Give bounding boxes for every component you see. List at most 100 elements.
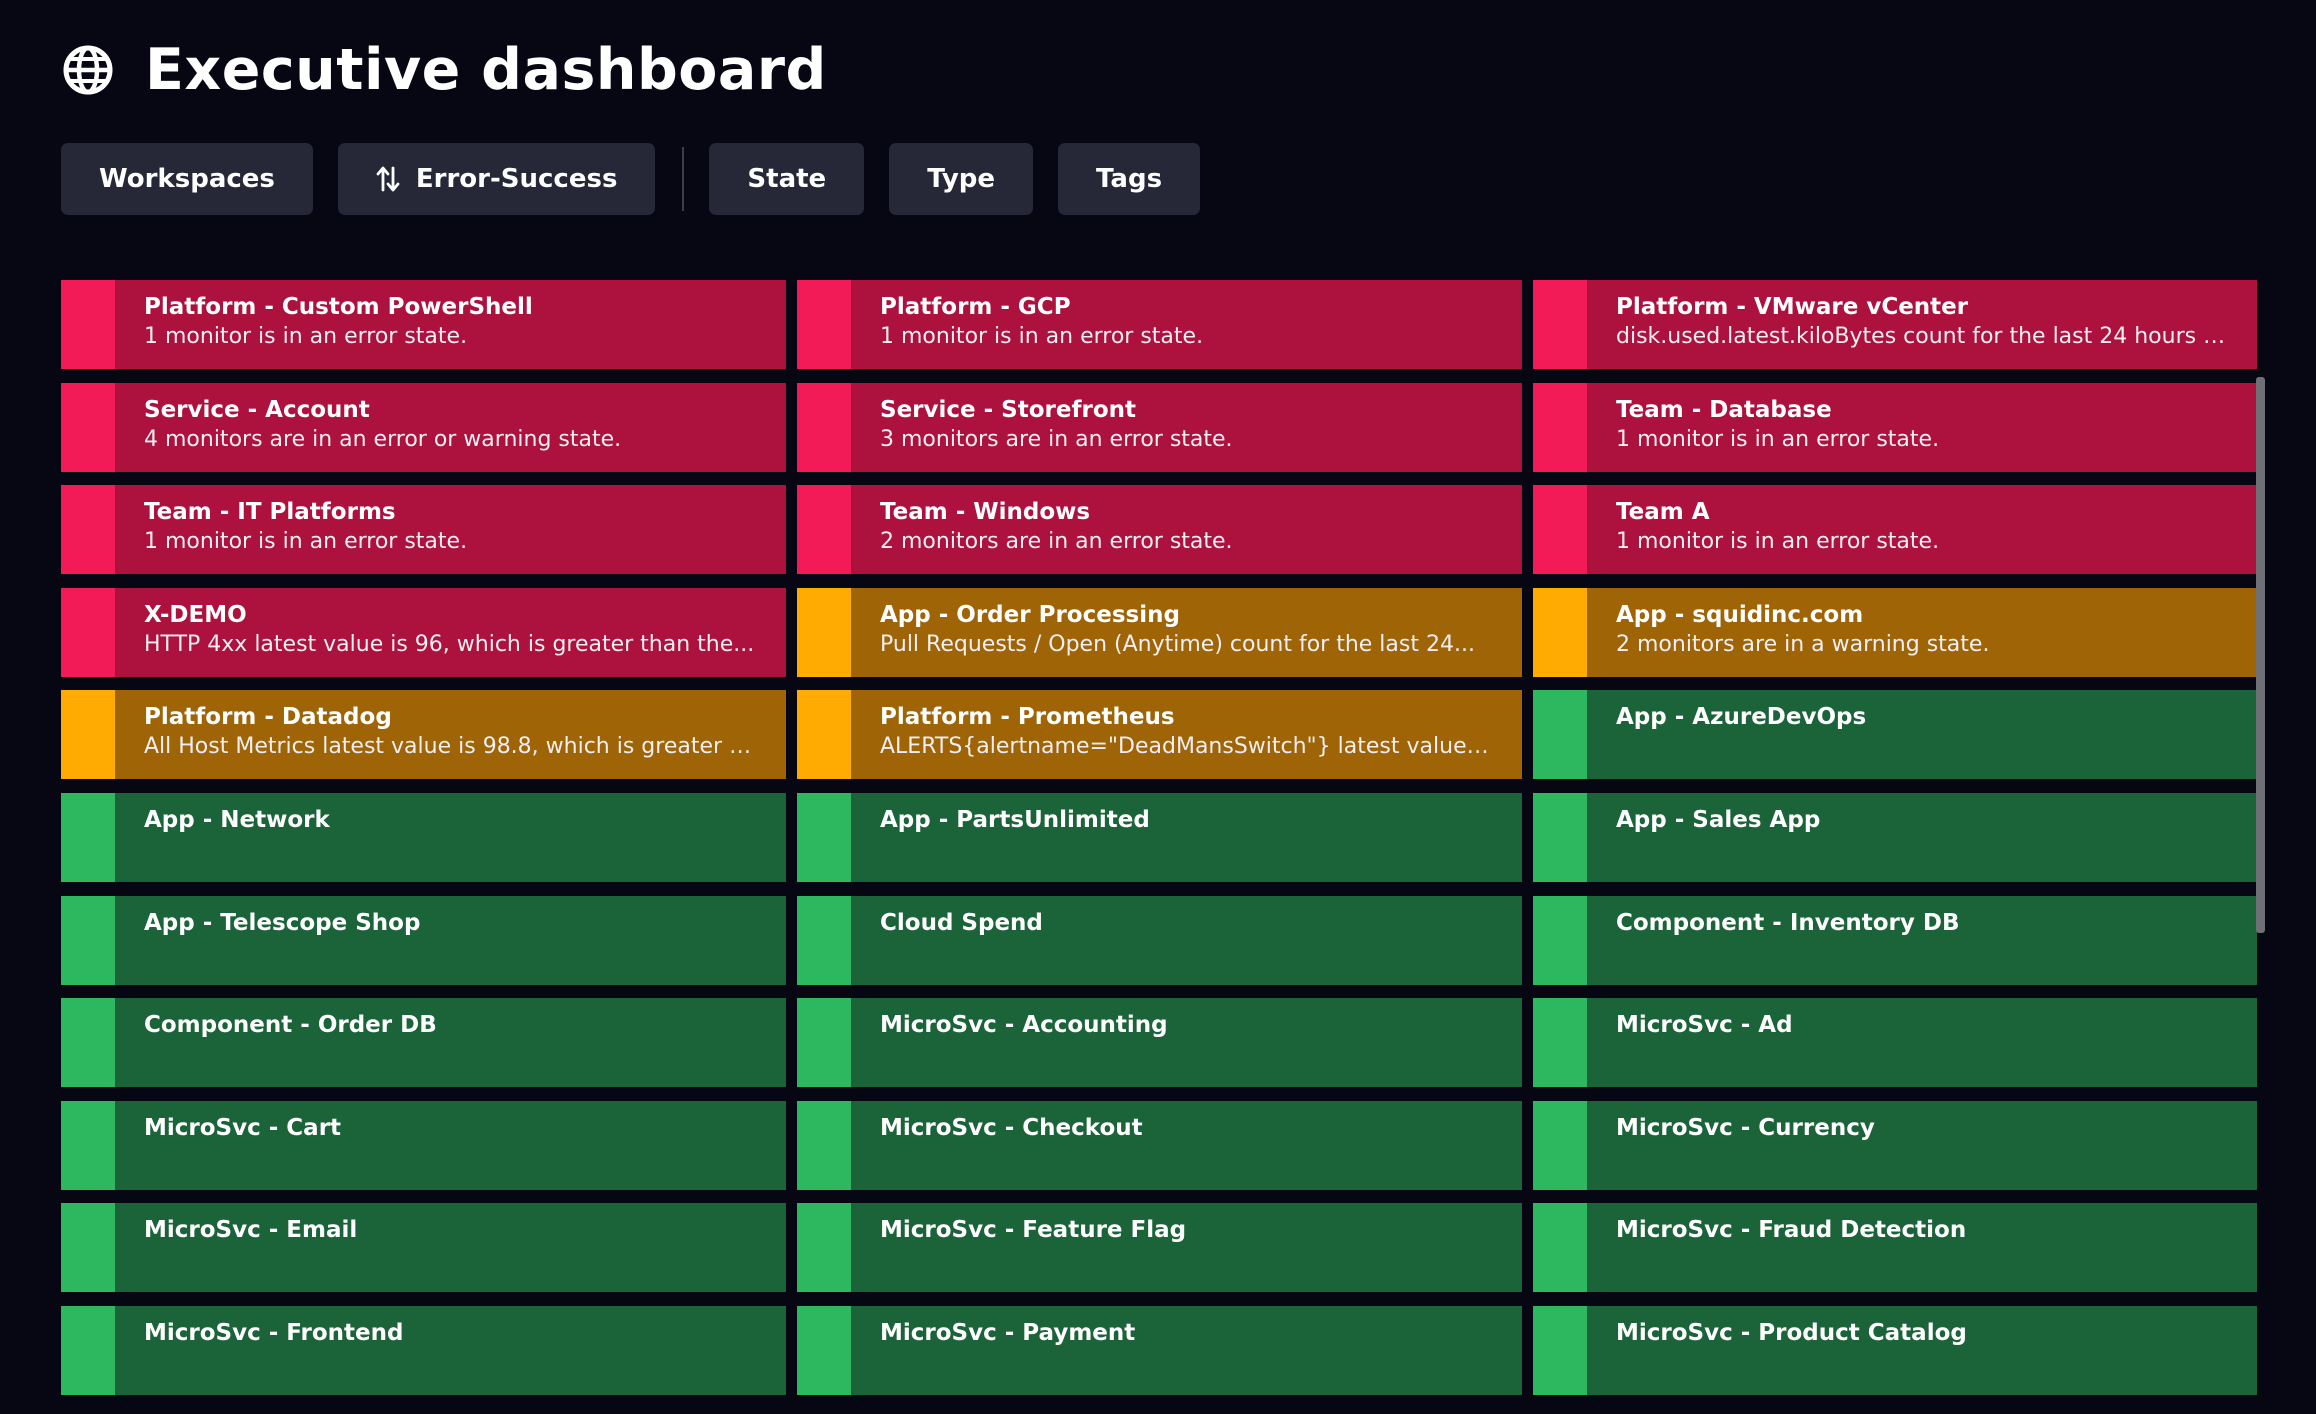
tile-content: App - PartsUnlimited: [880, 805, 1492, 835]
status-tile[interactable]: MicroSvc - Ad: [1533, 998, 2257, 1088]
status-indicator-bar: [797, 382, 851, 472]
tile-content: X-DEMO HTTP 4xx latest value is 96, which…: [144, 600, 756, 660]
status-indicator-bar: [1533, 1203, 1587, 1293]
tile-content: Platform - VMware vCenter disk.used.lates…: [1616, 292, 2227, 352]
tile-name: MicroSvc - Frontend: [144, 1319, 404, 1346]
status-indicator-bar: [61, 1305, 115, 1395]
status-indicator-bar: [1533, 792, 1587, 882]
status-tile[interactable]: MicroSvc - Checkout: [797, 1100, 1522, 1190]
tile-name: Platform - Datadog: [144, 704, 392, 731]
status-indicator-bar: [797, 792, 851, 882]
tile-name: Component - Inventory DB: [1616, 909, 1960, 936]
tile-name: Team - Database: [1616, 396, 1832, 423]
tile-description: 2 monitors are in an error state.: [880, 529, 1233, 555]
tile-name: MicroSvc - Checkout: [880, 1114, 1143, 1141]
tile-name: App - Order Processing: [880, 601, 1180, 628]
page-title: Executive dashboard: [145, 37, 827, 103]
status-indicator-bar: [797, 485, 851, 575]
status-tile[interactable]: MicroSvc - Currency: [1533, 1100, 2257, 1190]
status-tile[interactable]: Platform - GCP 1 monitor is in an error s…: [797, 280, 1522, 369]
status-tile[interactable]: Service - Account 4 monitors are in an er…: [61, 382, 786, 472]
status-tile[interactable]: Team - IT Platforms 1 monitor is in an er…: [61, 485, 786, 575]
tile-name: App - Sales App: [1616, 806, 1821, 833]
type-button-label: Type: [927, 164, 996, 194]
tile-content: Service - Storefront 3 monitors are in an…: [880, 395, 1492, 455]
tile-content: App - Sales App: [1616, 805, 2227, 835]
tile-content: MicroSvc - Cart: [144, 1113, 756, 1143]
status-tile[interactable]: App - Sales App: [1533, 792, 2257, 882]
tile-content: MicroSvc - Product Catalog: [1616, 1318, 2227, 1348]
status-tile[interactable]: Platform - Custom PowerShell 1 monitor is…: [61, 280, 786, 369]
status-indicator-bar: [797, 1100, 851, 1190]
tile-name: Service - Account: [144, 396, 370, 423]
tile-name: MicroSvc - Payment: [880, 1319, 1136, 1346]
tile-description: ALERTS{alertname="DeadMansSwitch"} lates…: [880, 734, 1492, 760]
tile-content: Component - Inventory DB: [1616, 908, 2227, 938]
status-indicator-bar: [797, 280, 851, 369]
status-indicator-bar: [61, 792, 115, 882]
tile-content: Team A 1 monitor is in an error state.: [1616, 497, 2227, 557]
status-tile[interactable]: Component - Inventory DB: [1533, 895, 2257, 985]
tile-content: Platform - Custom PowerShell 1 monitor is…: [144, 292, 756, 352]
status-tile[interactable]: Team - Database 1 monitor is in an error …: [1533, 382, 2257, 472]
tile-content: Platform - Datadog All Host Metrics lates…: [144, 702, 756, 762]
status-tile[interactable]: App - squidinc.com 2 monitors are in a wa…: [1533, 587, 2257, 677]
tile-content: Team - Windows 2 monitors are in an error…: [880, 497, 1492, 557]
status-tile[interactable]: MicroSvc - Fraud Detection: [1533, 1203, 2257, 1293]
status-tile[interactable]: App - Network: [61, 792, 786, 882]
status-tile[interactable]: MicroSvc - Frontend: [61, 1305, 786, 1395]
page-header: Executive dashboard: [61, 30, 827, 110]
status-indicator-bar: [1533, 587, 1587, 677]
status-tile[interactable]: Team - Windows 2 monitors are in an error…: [797, 485, 1522, 575]
tile-name: Platform - GCP: [880, 294, 1071, 320]
status-tile[interactable]: MicroSvc - Email: [61, 1203, 786, 1293]
status-tile[interactable]: App - PartsUnlimited: [797, 792, 1522, 882]
status-tile[interactable]: Service - Storefront 3 monitors are in an…: [797, 382, 1522, 472]
type-filter-button[interactable]: Type: [889, 143, 1034, 215]
status-tile[interactable]: MicroSvc - Product Catalog: [1533, 1305, 2257, 1395]
tile-name: X-DEMO: [144, 601, 247, 628]
tile-description: 2 monitors are in a warning state.: [1616, 631, 1990, 657]
status-tile[interactable]: MicroSvc - Feature Flag: [797, 1203, 1522, 1293]
status-tile[interactable]: MicroSvc - Payment: [797, 1305, 1522, 1395]
tile-content: App - Telescope Shop: [144, 908, 756, 938]
tags-filter-button[interactable]: Tags: [1058, 143, 1201, 215]
tile-description: 1 monitor is in an error state.: [144, 324, 468, 349]
status-tile[interactable]: MicroSvc - Accounting: [797, 998, 1522, 1088]
status-tile[interactable]: Cloud Spend: [797, 895, 1522, 985]
tile-name: MicroSvc - Product Catalog: [1616, 1319, 1967, 1346]
tile-content: MicroSvc - Frontend: [144, 1318, 756, 1348]
workspaces-button[interactable]: Workspaces: [61, 143, 313, 215]
status-tile[interactable]: Platform - Datadog All Host Metrics lates…: [61, 690, 786, 780]
toolbar-divider: [682, 147, 685, 211]
tile-description: All Host Metrics latest value is 98.8, w…: [144, 734, 756, 760]
status-tile[interactable]: Platform - VMware vCenter disk.used.lates…: [1533, 280, 2257, 369]
tile-content: Team - IT Platforms 1 monitor is in an er…: [144, 497, 756, 557]
status-indicator-bar: [1533, 1305, 1587, 1395]
sort-error-success-button[interactable]: Error-Success: [337, 143, 656, 215]
tile-content: Component - Order DB: [144, 1010, 756, 1040]
status-indicator-bar: [1533, 895, 1587, 985]
grid-scrollbar[interactable]: [2256, 377, 2265, 933]
tile-name: Platform - Custom PowerShell: [144, 294, 533, 320]
tile-content: App - AzureDevOps: [1616, 702, 2227, 732]
status-indicator-bar: [61, 587, 115, 677]
status-tile[interactable]: X-DEMO HTTP 4xx latest value is 96, which…: [61, 587, 786, 677]
status-tile[interactable]: App - AzureDevOps: [1533, 690, 2257, 780]
tile-description: 1 monitor is in an error state.: [880, 324, 1204, 349]
status-tile[interactable]: Platform - Prometheus ALERTS{alertname="D…: [797, 690, 1522, 780]
tile-name: App - AzureDevOps: [1616, 704, 1867, 731]
tile-name: MicroSvc - Fraud Detection: [1616, 1217, 1967, 1244]
status-tile[interactable]: App - Order Processing Pull Requests / Op…: [797, 587, 1522, 677]
state-filter-button[interactable]: State: [709, 143, 865, 215]
tile-content: Platform - GCP 1 monitor is in an error s…: [880, 292, 1492, 352]
status-indicator-bar: [1533, 382, 1587, 472]
status-tile[interactable]: Component - Order DB: [61, 998, 786, 1088]
tile-content: MicroSvc - Feature Flag: [880, 1215, 1492, 1245]
status-tile[interactable]: App - Telescope Shop: [61, 895, 786, 985]
status-tile[interactable]: MicroSvc - Cart: [61, 1100, 786, 1190]
tile-name: MicroSvc - Accounting: [880, 1012, 1168, 1039]
tile-content: MicroSvc - Currency: [1616, 1113, 2227, 1143]
status-tile[interactable]: Team A 1 monitor is in an error state.: [1533, 485, 2257, 575]
status-indicator-bar: [797, 587, 851, 677]
